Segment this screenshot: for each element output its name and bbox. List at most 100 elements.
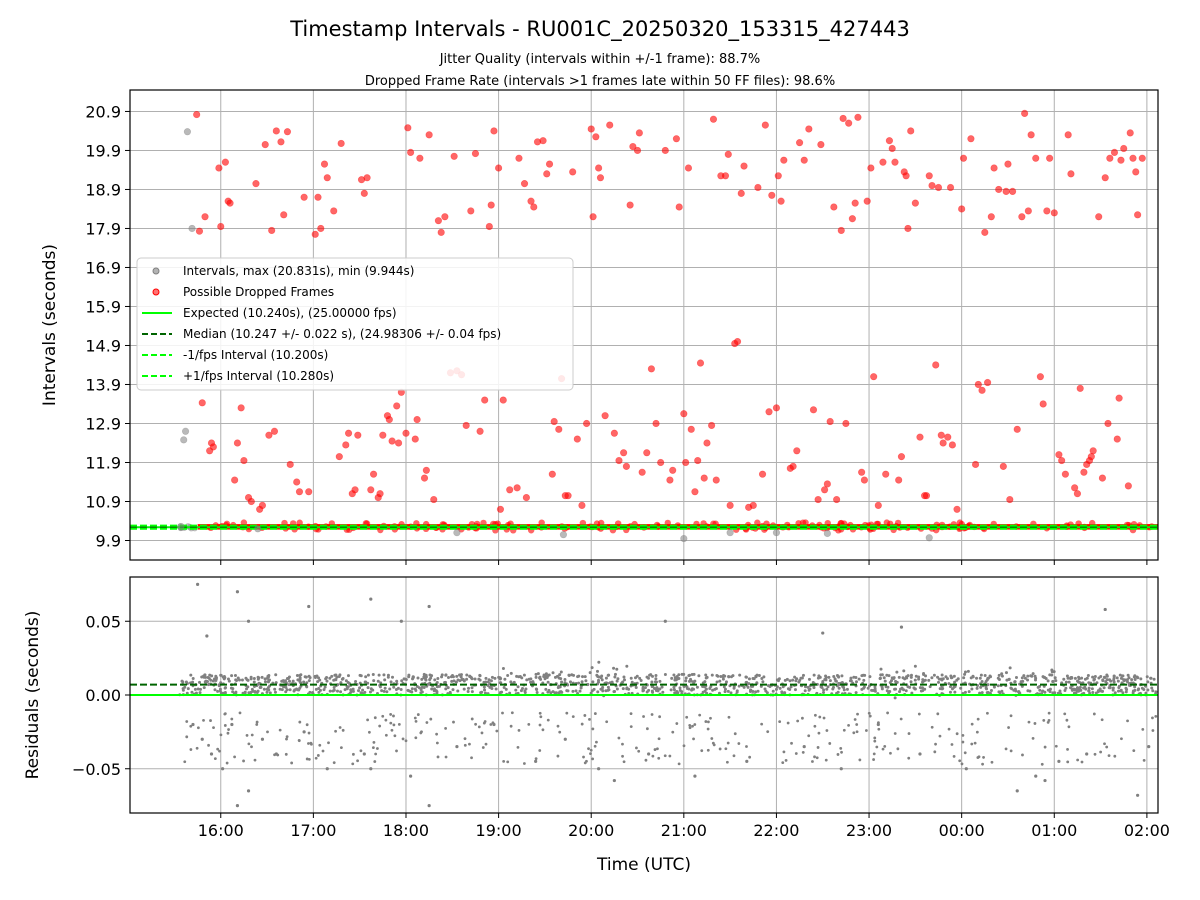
intervals-y-tick-label: 17.9 [85,219,121,238]
residual-sparse-point [482,721,486,725]
residual-dense-point [498,677,502,681]
residual-dense-point [1080,676,1084,680]
legend-frame [136,257,574,391]
residual-dense-point [410,687,414,691]
residual-dense-point [498,681,502,685]
residual-dense-point [198,680,202,684]
residual-sparse-point [1154,714,1158,718]
residual-dense-point [678,686,682,690]
residual-dense-point [630,680,634,684]
dropped-frame-point [317,224,325,233]
residual-sparse-point [372,740,376,744]
dropped-frame-point [657,458,665,467]
residual-point [647,752,651,756]
residual-dense-point [682,672,686,676]
residual-sparse-point [390,728,394,732]
residual-dense-point [1026,689,1030,693]
residual-dense-point [879,667,883,671]
residual-sparse-point [1063,712,1067,716]
intervals-plot: 9.9 10.9 11.9 12.9 13.9 14.9 15.9 16.9 17.9 18.9 1… [40,89,1159,565]
residual-dense-point [616,677,620,681]
residual-dense-point [184,680,188,684]
residual-dense-point [591,680,595,684]
dropped-frame-point [209,443,217,451]
residual-sparse-point [712,743,716,747]
residual-dense-point [520,676,524,680]
residual-dense-point [669,688,673,692]
dropped-frame-point [1129,154,1137,162]
residual-sparse-point [955,732,959,736]
residual-dense-point [557,691,561,695]
residual-dense-point [545,675,549,679]
residual-dense-point [325,679,329,683]
residual-dense-point [494,687,498,691]
residual-dense-point [897,675,901,679]
residual-point [307,604,311,609]
residual-dense-point [268,691,272,695]
residual-sparse-point [1105,745,1109,749]
residual-dense-point [996,684,1000,688]
residual-dense-point [203,675,207,679]
residual-dense-point [1043,690,1047,694]
residual-dense-point [721,675,725,679]
dropped-frame-point [233,439,242,447]
dropped-frame-point [1110,148,1119,157]
dropped-frame-point [726,501,734,509]
residual-point [1085,752,1089,756]
dense-band-point [296,519,303,526]
dropped-frame-point [1095,213,1103,221]
residual-dense-point [402,677,406,681]
residual-dense-point [778,686,782,690]
residual-sparse-point [658,715,662,719]
dropped-frame-point [342,441,350,449]
residual-dense-point [237,678,241,682]
dropped-frame-point [344,429,353,437]
residual-sparse-point [970,742,974,746]
residual-dense-point [450,679,454,683]
dropped-frame-point [891,158,899,166]
dropped-frame-point [749,501,757,509]
residual-sparse-point [709,716,712,720]
residual-sparse-point [840,750,843,754]
residual-dense-point [1127,676,1131,680]
dropped-frame-point [1002,187,1010,196]
residual-dense-point [887,691,891,695]
residual-dense-point [604,689,608,693]
dropped-frame-point [462,421,470,430]
residual-dense-point [650,674,654,678]
residual-dense-point [305,685,309,689]
residual-dense-point [1136,676,1140,680]
residual-dense-point [906,674,910,678]
dropped-frame-point [1132,168,1140,176]
residual-dense-point [1137,687,1141,691]
dropped-frame-point [379,431,387,439]
residual-dense-point [244,676,248,680]
dropped-frame-point [351,486,359,494]
residual-sparse-point [395,749,398,753]
residual-dense-point [1070,676,1074,680]
residual-sparse-point [1151,716,1154,720]
dropped-frame-point [948,441,957,449]
residual-sparse-point [416,713,420,716]
residual-dense-point [287,679,291,683]
residual-dense-point [443,681,447,685]
dropped-frame-point [237,404,245,412]
residual-dense-point [335,689,339,693]
residual-dense-point [243,690,247,694]
residual-dense-point [400,679,404,683]
residual-dense-point [328,676,332,680]
dropped-frame-point [754,183,762,192]
residual-dense-point [512,680,516,684]
residual-sparse-point [1092,712,1096,716]
residual-dense-point [612,666,616,670]
residual-dense-point [979,685,983,689]
residual-dense-point [288,688,292,692]
residual-dense-point [265,687,269,691]
residual-sparse-point [435,741,439,745]
residual-dense-point [953,690,957,694]
residual-dense-point [388,687,392,691]
legend-label-dropped: Possible Dropped Frames [183,285,334,299]
residual-dense-point [484,676,488,680]
residual-dense-point [287,675,291,679]
residual-dense-point [1105,673,1109,677]
